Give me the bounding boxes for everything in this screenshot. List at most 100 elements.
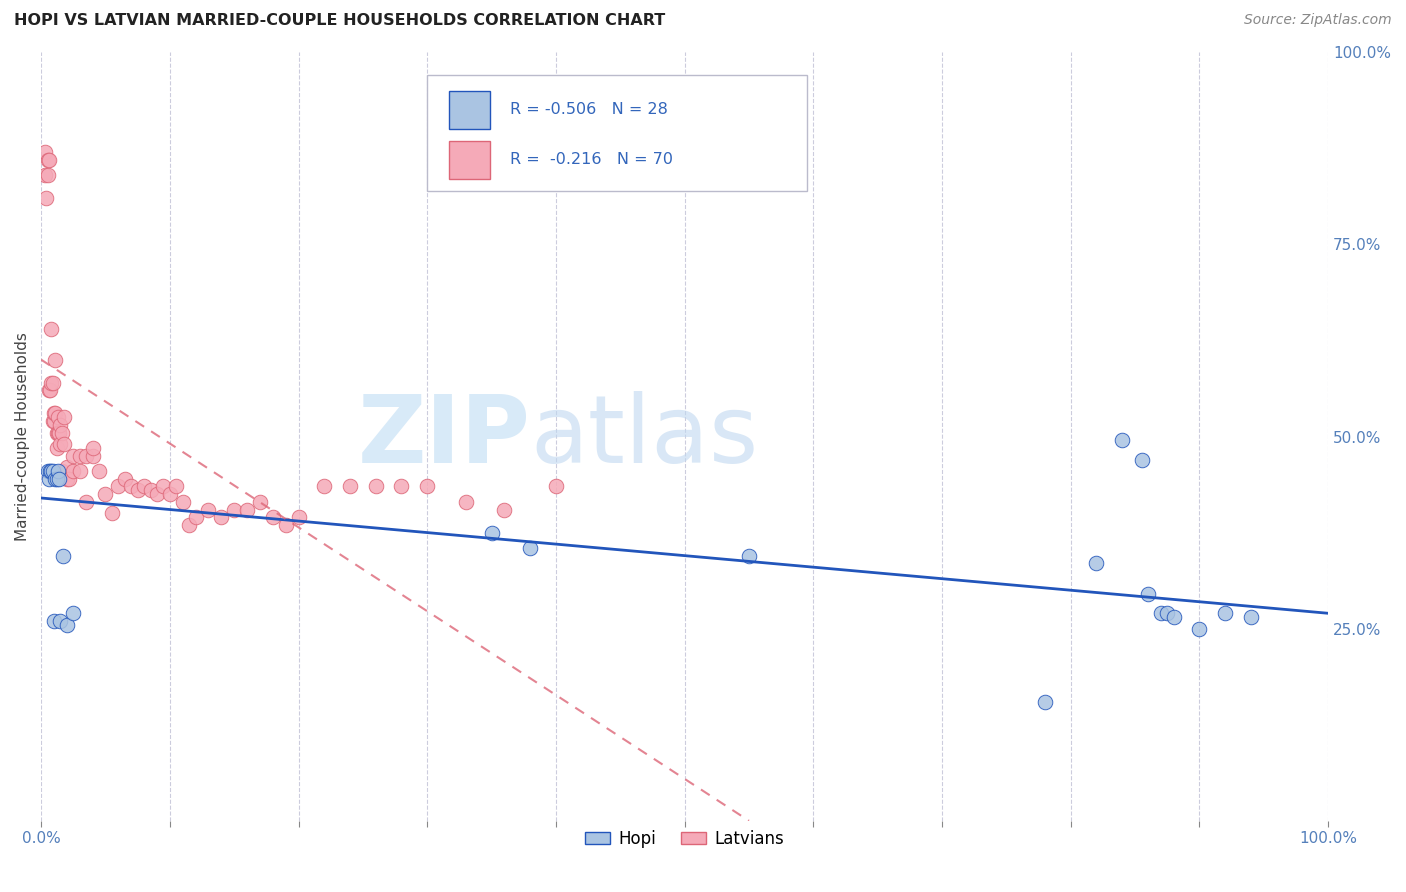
Point [62, 607, 84, 621]
Point [224, 502, 246, 516]
Point [314, 479, 336, 493]
Point [51, 425, 73, 440]
Point [75, 495, 97, 509]
Point [1156, 607, 1178, 621]
Point [101, 507, 124, 521]
Point [42, 614, 65, 628]
Point [48, 425, 70, 440]
Point [34, 145, 56, 160]
Point [82, 449, 104, 463]
Point [454, 495, 477, 509]
Point [179, 517, 201, 532]
Text: R = -0.506   N = 28: R = -0.506 N = 28 [509, 103, 668, 118]
Point [56, 460, 79, 475]
Point [39, 464, 62, 478]
Point [1136, 587, 1159, 601]
Point [127, 483, 149, 498]
Point [159, 487, 181, 501]
Point [1188, 622, 1211, 636]
Point [45, 441, 67, 455]
Text: R =  -0.216   N = 70: R = -0.216 N = 70 [509, 153, 672, 168]
Point [42, 414, 65, 428]
Point [58, 472, 80, 486]
Point [52, 549, 75, 563]
Point [172, 495, 194, 509]
Point [41, 376, 63, 390]
Point [46, 464, 69, 478]
Point [51, 464, 73, 478]
Point [519, 541, 541, 555]
Point [53, 437, 76, 451]
Point [339, 479, 361, 493]
Point [262, 510, 284, 524]
Point [41, 464, 63, 478]
Point [38, 472, 60, 486]
Point [37, 168, 59, 182]
Point [69, 464, 91, 478]
Point [41, 322, 63, 336]
Point [62, 449, 84, 463]
Point [35, 191, 58, 205]
Point [544, 479, 567, 493]
Point [44, 472, 66, 486]
Point [56, 617, 79, 632]
Point [209, 510, 232, 524]
Point [82, 441, 104, 455]
Point [274, 517, 297, 532]
Point [45, 472, 67, 486]
Point [49, 614, 72, 628]
Point [46, 410, 69, 425]
Point [364, 479, 387, 493]
Point [114, 472, 136, 486]
Point [49, 417, 72, 432]
Point [494, 502, 516, 516]
Point [87, 464, 110, 478]
Point [152, 479, 174, 493]
Point [139, 483, 162, 498]
Text: ZIP: ZIP [357, 391, 530, 483]
Point [1240, 610, 1263, 624]
Point [44, 352, 66, 367]
Point [1213, 607, 1236, 621]
Point [41, 464, 63, 478]
Text: atlas: atlas [530, 391, 758, 483]
Point [416, 479, 439, 493]
Point [49, 437, 72, 451]
Point [107, 479, 129, 493]
Point [45, 425, 67, 440]
FancyBboxPatch shape [449, 141, 491, 179]
Point [41, 376, 63, 390]
Legend: Hopi, Latvians: Hopi, Latvians [578, 823, 790, 855]
Point [39, 384, 62, 398]
Point [184, 510, 207, 524]
Point [62, 464, 84, 478]
Point [94, 487, 117, 501]
Point [132, 479, 155, 493]
Point [48, 472, 70, 486]
Y-axis label: Married-couple Households: Married-couple Households [15, 332, 30, 541]
Point [738, 549, 761, 563]
Point [197, 502, 219, 516]
Point [75, 449, 97, 463]
Point [1163, 610, 1185, 624]
Point [42, 407, 65, 421]
Point [1085, 557, 1108, 571]
Point [53, 410, 76, 425]
Point [236, 502, 259, 516]
Point [37, 464, 59, 478]
Point [1111, 434, 1133, 448]
Point [38, 153, 60, 167]
FancyBboxPatch shape [449, 91, 491, 129]
Point [481, 525, 503, 540]
Point [38, 384, 60, 398]
Point [1130, 452, 1153, 467]
FancyBboxPatch shape [427, 75, 807, 191]
Point [287, 510, 309, 524]
Point [69, 449, 91, 463]
Point [120, 479, 142, 493]
Text: Source: ZipAtlas.com: Source: ZipAtlas.com [1244, 13, 1392, 28]
Point [46, 425, 69, 440]
Point [44, 407, 66, 421]
Point [391, 479, 413, 493]
Point [34, 168, 56, 182]
